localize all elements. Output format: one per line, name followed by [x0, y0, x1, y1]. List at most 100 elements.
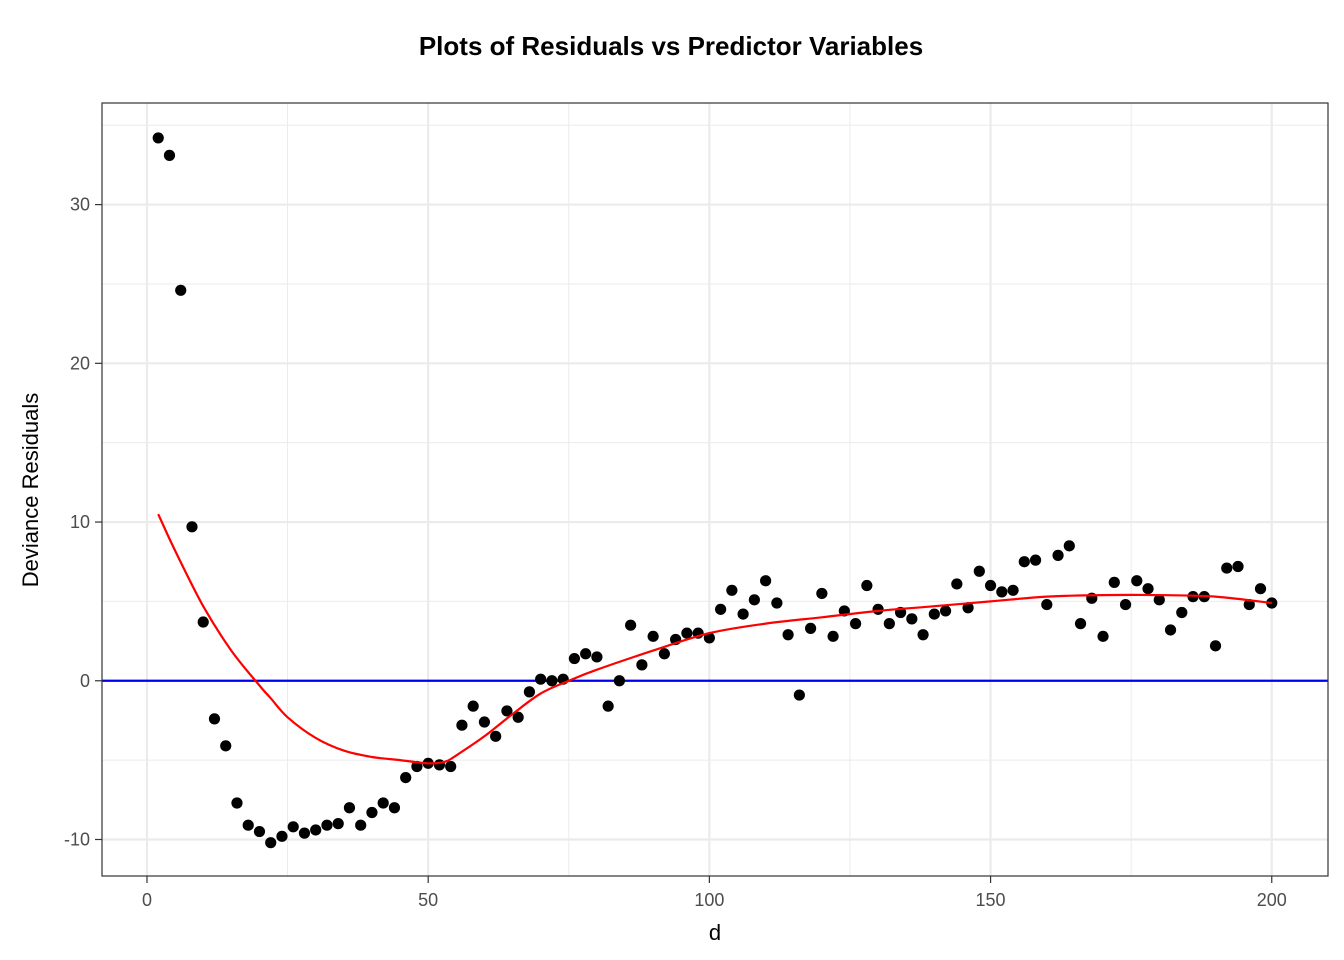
- data-point: [220, 740, 232, 752]
- y-tick-label: -10: [64, 829, 90, 849]
- data-point: [625, 619, 637, 631]
- smooth-curve-layer: [157, 513, 1272, 765]
- data-point: [163, 149, 176, 161]
- data-point: [512, 711, 524, 723]
- data-point: [445, 760, 457, 773]
- data-point: [748, 594, 760, 606]
- data-point: [287, 821, 299, 833]
- data-point: [1097, 630, 1109, 642]
- data-point: [265, 837, 277, 849]
- data-point: [917, 629, 929, 641]
- data-point: [1142, 583, 1154, 595]
- data-point: [1221, 562, 1233, 574]
- data-point: [433, 759, 446, 771]
- data-point: [602, 700, 614, 712]
- data-point: [568, 652, 581, 665]
- data-point: [1119, 598, 1132, 611]
- x-tick-label: 0: [142, 890, 152, 910]
- data-point: [501, 705, 513, 717]
- data-point: [175, 284, 187, 296]
- data-point: [523, 686, 536, 698]
- data-point: [636, 659, 648, 671]
- x-axis-title: d: [709, 920, 721, 945]
- x-tick-label: 150: [976, 890, 1006, 910]
- data-point: [939, 605, 952, 617]
- data-point: [298, 827, 311, 839]
- data-point: [647, 630, 659, 642]
- data-point: [681, 627, 693, 639]
- data-point: [1153, 594, 1165, 606]
- data-point: [1029, 554, 1042, 566]
- data-point: [793, 689, 805, 701]
- data-point: [737, 608, 749, 620]
- data-point: [771, 597, 783, 609]
- x-tick-label: 200: [1257, 890, 1287, 910]
- smooth-curve: [157, 513, 1272, 765]
- data-point: [310, 824, 322, 836]
- data-point: [816, 587, 828, 600]
- data-point: [591, 651, 603, 663]
- y-tick-label: 20: [70, 353, 90, 373]
- data-point: [861, 579, 873, 592]
- data-point: [1131, 575, 1143, 587]
- data-point: [703, 632, 715, 644]
- y-tick-label: 30: [70, 195, 90, 215]
- grid-lines: [102, 103, 1328, 876]
- plot-panel-border: [101, 102, 1329, 877]
- data-point: [996, 586, 1008, 598]
- data-point: [1074, 618, 1087, 630]
- data-point: [1232, 560, 1244, 573]
- data-point: [951, 578, 963, 590]
- data-point: [1007, 584, 1019, 596]
- data-point: [1018, 556, 1030, 568]
- data-point: [253, 825, 266, 838]
- data-point: [478, 716, 491, 728]
- data-point: [186, 521, 198, 533]
- data-point: [377, 797, 389, 809]
- y-axis-title: Deviance Residuals: [18, 393, 43, 587]
- data-point: [276, 830, 288, 842]
- data-point: [580, 648, 592, 660]
- data-point: [411, 760, 423, 773]
- data-point: [906, 613, 918, 625]
- data-point: [321, 819, 333, 831]
- data-point: [883, 618, 895, 630]
- data-point: [1209, 640, 1222, 652]
- data-point: [1052, 549, 1064, 561]
- data-point: [332, 818, 344, 830]
- data-point: [400, 771, 412, 784]
- data-point: [152, 132, 164, 144]
- data-point: [715, 603, 727, 615]
- data-point: [658, 648, 670, 660]
- x-tick-label: 50: [418, 890, 438, 910]
- chart-title: Plots of Residuals vs Predictor Variable…: [419, 31, 923, 61]
- data-point: [467, 700, 479, 712]
- data-point: [849, 618, 862, 630]
- data-point: [973, 565, 985, 577]
- y-axis-ticks: -10 0 10 20 30: [64, 195, 102, 849]
- data-point: [1063, 540, 1075, 552]
- y-tick-label: 10: [70, 512, 90, 532]
- data-point: [388, 802, 401, 814]
- data-point: [546, 675, 558, 687]
- data-point: [1254, 583, 1267, 595]
- data-point: [366, 806, 378, 819]
- data-point: [1108, 576, 1120, 588]
- data-point: [805, 622, 817, 634]
- x-tick-label: 100: [694, 890, 724, 910]
- data-point: [782, 629, 794, 641]
- data-point: [1041, 598, 1053, 611]
- data-point: [1176, 606, 1188, 619]
- data-point: [726, 584, 738, 596]
- data-point: [827, 630, 839, 642]
- x-axis-ticks: 0 50 100 150 200: [142, 876, 1287, 910]
- data-point: [242, 819, 254, 831]
- data-point: [928, 608, 940, 620]
- data-point: [535, 673, 547, 685]
- data-point: [872, 603, 884, 615]
- data-point: [231, 797, 243, 809]
- data-point: [613, 675, 625, 687]
- data-point: [1243, 598, 1255, 611]
- data-point: [1164, 624, 1177, 636]
